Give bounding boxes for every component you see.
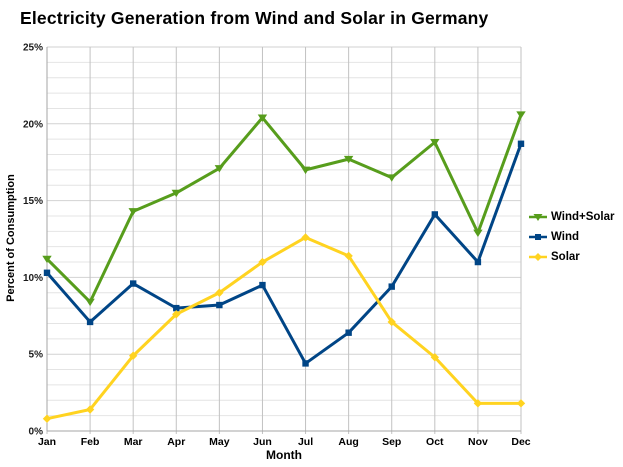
x-tick-label: May xyxy=(209,436,230,448)
y-tick-label: 25% xyxy=(23,43,43,54)
data-point-triangle xyxy=(387,174,397,182)
y-tick-label: 0% xyxy=(29,427,44,438)
data-point-square xyxy=(302,360,309,367)
triangle-marker-icon xyxy=(529,214,547,221)
series-line-wind xyxy=(45,142,523,365)
data-point-diamond xyxy=(387,317,396,327)
data-point-triangle xyxy=(214,165,225,173)
data-point-diamond xyxy=(42,414,52,423)
x-tick-label: Jul xyxy=(298,436,313,448)
chart-title: Electricity Generation from Wind and Sol… xyxy=(20,8,489,28)
data-point-triangle xyxy=(128,208,138,216)
legend-label: Solar xyxy=(551,251,580,263)
x-axis-title: Month xyxy=(266,448,302,462)
data-point-diamond xyxy=(301,233,310,242)
data-point-square xyxy=(259,281,266,289)
data-point-diamond xyxy=(258,257,267,267)
x-tick-label: Jan xyxy=(38,436,56,448)
data-point-square xyxy=(474,258,482,266)
data-point-diamond xyxy=(516,399,526,408)
y-tick-label: 20% xyxy=(23,119,43,130)
data-point-diamond xyxy=(473,399,483,408)
data-point-diamond xyxy=(430,353,440,362)
data-point-square xyxy=(129,280,137,287)
data-point-triangle xyxy=(85,298,95,307)
x-tick-label: Mar xyxy=(124,436,143,448)
y-tick-label: 5% xyxy=(29,350,44,361)
series-line-solar xyxy=(45,235,523,421)
x-tick-label: Aug xyxy=(338,436,358,448)
legend-label: Wind+Solar xyxy=(551,211,615,223)
x-tick-label: Dec xyxy=(511,436,530,448)
data-point-diamond xyxy=(128,351,138,360)
x-tick-label: Oct xyxy=(426,436,444,448)
data-point-square xyxy=(517,140,525,147)
legend: Wind+Solar Wind Solar xyxy=(529,207,614,267)
data-point-square xyxy=(345,329,352,336)
data-point-triangle xyxy=(257,114,268,122)
data-point-triangle xyxy=(42,255,52,264)
data-point-square xyxy=(173,304,180,312)
data-point-diamond xyxy=(85,405,95,414)
y-tick-label: 15% xyxy=(23,196,43,207)
data-point-diamond xyxy=(344,251,353,261)
data-point-triangle xyxy=(516,111,526,119)
data-point-square xyxy=(388,283,395,290)
data-point-triangle xyxy=(171,189,181,198)
x-tick-label: Feb xyxy=(81,436,100,448)
data-point-diamond xyxy=(215,288,224,297)
x-tick-label: Jun xyxy=(253,436,272,448)
data-point-square xyxy=(216,301,223,309)
x-tick-label: Nov xyxy=(468,436,488,448)
data-point-square xyxy=(431,211,439,218)
data-point-diamond xyxy=(172,310,181,319)
y-tick-label: 10% xyxy=(23,273,43,284)
data-point-triangle xyxy=(473,229,483,238)
diamond-marker-icon xyxy=(529,253,547,261)
series-line-wind-solar xyxy=(45,113,523,304)
data-point-triangle xyxy=(430,139,440,147)
data-point-triangle xyxy=(300,166,311,175)
legend-label: Wind xyxy=(551,231,579,243)
square-marker-icon xyxy=(529,234,547,240)
data-point-triangle xyxy=(343,155,354,164)
x-tick-label: Apr xyxy=(167,436,185,448)
x-tick-label: Sep xyxy=(382,436,401,448)
legend-item-wind: Wind xyxy=(529,227,614,247)
legend-item-wind-solar: Wind+Solar xyxy=(529,207,614,227)
legend-item-solar: Solar xyxy=(529,247,614,267)
data-point-square xyxy=(86,318,94,326)
data-point-square xyxy=(43,269,51,276)
